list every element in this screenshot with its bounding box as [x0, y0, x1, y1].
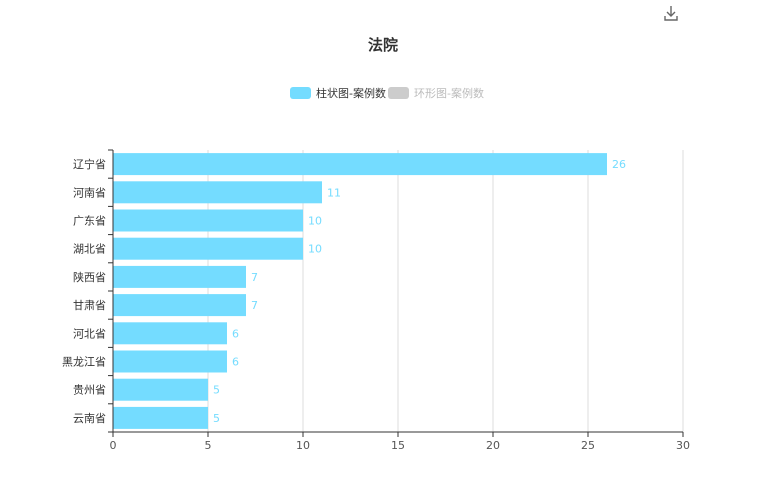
- data-label-7: 6: [232, 356, 239, 369]
- x-tick-label-5: 25: [581, 439, 595, 452]
- bar-0[interactable]: [113, 153, 608, 176]
- x-tick-label-3: 15: [391, 439, 405, 452]
- data-label-9: 5: [213, 412, 220, 425]
- legend: 柱状图-案例数 环形图-案例数: [290, 86, 484, 100]
- bar-3[interactable]: [113, 237, 304, 260]
- x-tick-label-4: 20: [486, 439, 500, 452]
- data-label-5: 7: [251, 299, 258, 312]
- category-label-6: 河北省: [73, 327, 106, 340]
- bar-6[interactable]: [113, 322, 228, 345]
- x-tick-label-6: 30: [676, 439, 690, 452]
- bar-9[interactable]: [113, 406, 209, 429]
- bar-4[interactable]: [113, 265, 247, 288]
- category-label-2: 广东省: [73, 215, 106, 228]
- data-label-3: 10: [308, 243, 322, 256]
- chart-title: 法院: [368, 36, 398, 54]
- bar-5[interactable]: [113, 294, 247, 317]
- category-label-7: 黑龙江省: [62, 356, 106, 369]
- bars: 26 11 10 10 7 7 6 6 5 5: [113, 153, 626, 429]
- data-label-6: 6: [232, 327, 239, 340]
- legend-swatch-0[interactable]: [290, 87, 311, 99]
- data-label-4: 7: [251, 271, 258, 284]
- x-tick-label-1: 5: [205, 439, 212, 452]
- bar-8[interactable]: [113, 378, 209, 401]
- x-tick-label-0: 0: [110, 439, 117, 452]
- category-label-3: 湖北省: [73, 243, 106, 256]
- axes: 0 5 10 15 20 25 30 辽宁省河南省广东省湖北省陕西省甘肃省河北省黑龙江省贵州省…: [62, 149, 690, 452]
- data-label-0: 26: [612, 158, 626, 171]
- legend-swatch-1[interactable]: [388, 87, 409, 99]
- category-label-8: 贵州省: [73, 384, 106, 397]
- bar-1[interactable]: [113, 181, 323, 204]
- bar-7[interactable]: [113, 350, 228, 373]
- category-label-9: 云南省: [73, 412, 106, 425]
- category-label-1: 河南省: [73, 186, 106, 199]
- legend-label-1[interactable]: 环形图-案例数: [414, 86, 484, 100]
- download-icon[interactable]: [664, 6, 678, 21]
- category-label-4: 陕西省: [73, 270, 106, 284]
- data-label-2: 10: [308, 215, 322, 228]
- bar-2[interactable]: [113, 209, 304, 232]
- category-label-0: 辽宁省: [73, 157, 106, 171]
- data-label-1: 11: [327, 186, 341, 199]
- category-label-5: 甘肃省: [73, 299, 106, 312]
- data-label-8: 5: [213, 384, 220, 397]
- x-tick-label-2: 10: [296, 439, 310, 452]
- legend-label-0[interactable]: 柱状图-案例数: [316, 86, 386, 100]
